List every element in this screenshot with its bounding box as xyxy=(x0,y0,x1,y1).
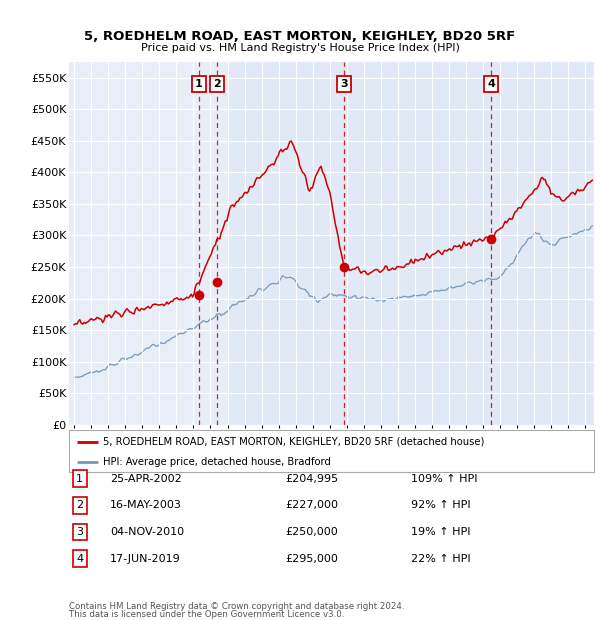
Text: 17-JUN-2019: 17-JUN-2019 xyxy=(110,554,181,564)
Text: 5, ROEDHELM ROAD, EAST MORTON, KEIGHLEY, BD20 5RF (detached house): 5, ROEDHELM ROAD, EAST MORTON, KEIGHLEY,… xyxy=(103,436,485,446)
Text: Price paid vs. HM Land Registry's House Price Index (HPI): Price paid vs. HM Land Registry's House … xyxy=(140,43,460,53)
Text: HPI: Average price, detached house, Bradford: HPI: Average price, detached house, Brad… xyxy=(103,457,331,467)
Text: 4: 4 xyxy=(76,554,83,564)
Text: £250,000: £250,000 xyxy=(285,527,338,537)
Text: 16-MAY-2003: 16-MAY-2003 xyxy=(110,500,182,510)
Text: 04-NOV-2010: 04-NOV-2010 xyxy=(110,527,184,537)
Text: 25-APR-2002: 25-APR-2002 xyxy=(110,474,182,484)
Text: 4: 4 xyxy=(487,79,495,89)
Text: Contains HM Land Registry data © Crown copyright and database right 2024.: Contains HM Land Registry data © Crown c… xyxy=(69,602,404,611)
Text: 109% ↑ HPI: 109% ↑ HPI xyxy=(411,474,478,484)
Text: 1: 1 xyxy=(195,79,203,89)
Text: £295,000: £295,000 xyxy=(285,554,338,564)
Text: 2: 2 xyxy=(76,500,83,510)
Text: 22% ↑ HPI: 22% ↑ HPI xyxy=(411,554,470,564)
Text: £227,000: £227,000 xyxy=(285,500,338,510)
Text: 5, ROEDHELM ROAD, EAST MORTON, KEIGHLEY, BD20 5RF: 5, ROEDHELM ROAD, EAST MORTON, KEIGHLEY,… xyxy=(85,30,515,43)
Text: 1: 1 xyxy=(76,474,83,484)
Text: 92% ↑ HPI: 92% ↑ HPI xyxy=(411,500,470,510)
Text: 3: 3 xyxy=(76,527,83,537)
Text: £204,995: £204,995 xyxy=(285,474,338,484)
Text: This data is licensed under the Open Government Licence v3.0.: This data is licensed under the Open Gov… xyxy=(69,610,344,619)
Text: 3: 3 xyxy=(340,79,348,89)
Text: 2: 2 xyxy=(213,79,221,89)
Text: 19% ↑ HPI: 19% ↑ HPI xyxy=(411,527,470,537)
Bar xyxy=(227,62,594,425)
